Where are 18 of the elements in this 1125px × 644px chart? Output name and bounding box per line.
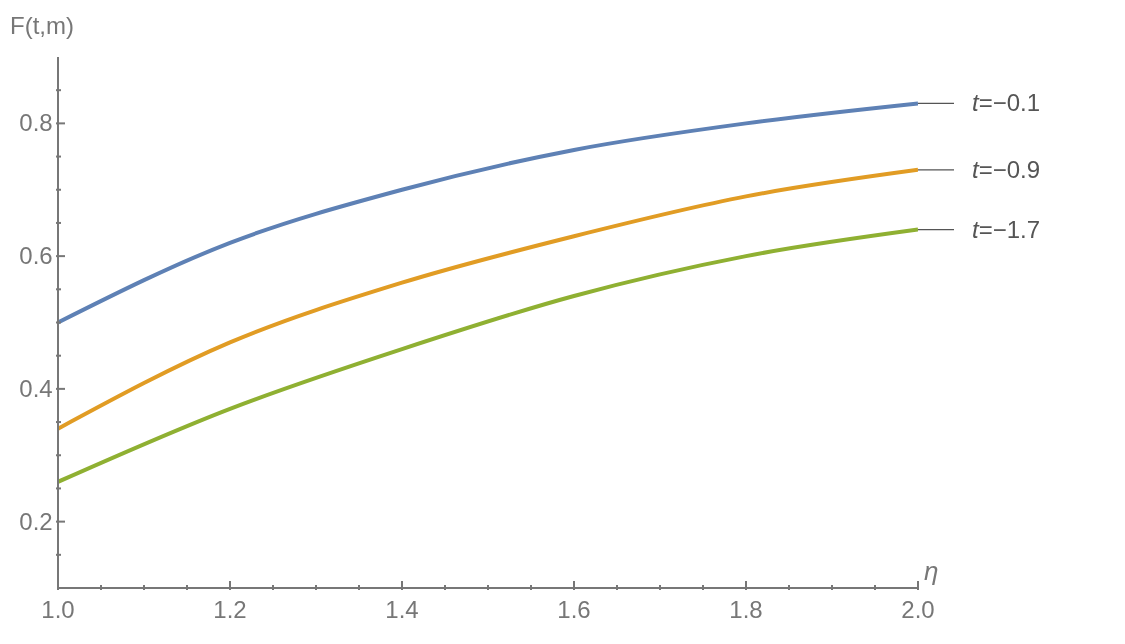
- x-tick-label: 1.0: [41, 596, 75, 623]
- y-tick-label: 0.4: [19, 374, 53, 402]
- line-series: [58, 227, 918, 484]
- x-tick-label: 1.8: [729, 596, 763, 623]
- x-tick-label: 1.4: [385, 596, 419, 623]
- x-tick-label: 2.0: [901, 596, 935, 623]
- y-tick-label: 0.6: [19, 242, 53, 270]
- x-axis-title: η: [924, 556, 939, 587]
- text: t=−1.7: [972, 215, 1041, 243]
- line-series: [58, 101, 918, 325]
- y-axis-title: F(t,m): [10, 12, 74, 40]
- y-tick-label: 0.8: [19, 109, 53, 137]
- line-series: [58, 167, 918, 431]
- x-tick-label: 1.6: [557, 596, 591, 623]
- text: t=−0.1: [972, 89, 1041, 117]
- text: t=−0.9: [972, 155, 1041, 183]
- y-tick-label: 0.2: [19, 507, 53, 535]
- x-tick-label: 1.2: [213, 596, 247, 623]
